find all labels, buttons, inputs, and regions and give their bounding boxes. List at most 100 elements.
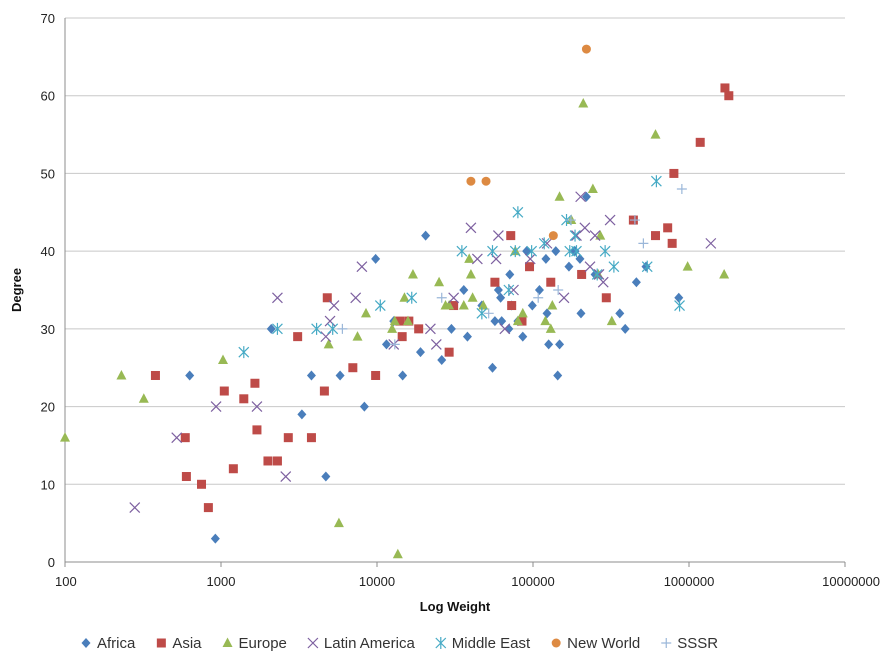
data-point-europe xyxy=(547,300,558,310)
legend-item-new-world: New World xyxy=(551,635,640,652)
data-point-africa xyxy=(534,285,544,295)
y-tick-label: 0 xyxy=(48,555,55,570)
data-point-asia xyxy=(272,456,282,466)
legend-label-europe: Europe xyxy=(239,635,287,652)
legend-label-new-world: New World xyxy=(567,635,640,652)
data-point-asia xyxy=(395,316,405,326)
data-point-asia xyxy=(203,503,213,513)
data-point-new-world xyxy=(548,231,558,241)
legend-label-latin-america: Latin America xyxy=(324,635,416,652)
data-point-africa xyxy=(335,370,345,381)
data-point-asia xyxy=(669,168,679,178)
data-point-europe xyxy=(60,432,70,442)
data-point-middle-east xyxy=(503,284,515,296)
x-tick-label: 1000000 xyxy=(664,574,715,589)
x-axis-ticks: 100 1000 10000 100000 1000000 10000000 xyxy=(55,562,880,589)
y-tick-label: 50 xyxy=(41,166,55,181)
data-point-africa xyxy=(564,261,574,272)
data-point-africa xyxy=(497,316,507,327)
data-point-middle-east xyxy=(509,245,521,258)
data-point-middle-east xyxy=(569,229,581,242)
data-point-sssr xyxy=(389,339,400,350)
y-axis-ticks: 0 10 20 30 40 50 60 70 xyxy=(41,11,55,570)
data-point-africa xyxy=(459,285,469,295)
data-point-latin-america xyxy=(705,237,717,249)
data-point-middle-east xyxy=(327,322,339,335)
data-point-africa xyxy=(542,308,552,319)
data-point-middle-east xyxy=(476,307,488,320)
data-point-europe xyxy=(444,300,455,310)
data-point-africa xyxy=(641,261,651,272)
data-point-middle-east xyxy=(599,245,611,258)
data-point-asia xyxy=(601,293,611,303)
legend-marker-europe xyxy=(222,637,233,647)
legend-marker-latin-america xyxy=(307,637,319,649)
data-point-latin-america xyxy=(171,432,183,444)
x-axis-title: Log Weight xyxy=(420,599,491,614)
data-point-africa xyxy=(581,191,591,202)
data-point-asia xyxy=(293,332,303,342)
data-point-africa xyxy=(297,409,307,420)
data-point-latin-america xyxy=(597,276,609,288)
data-point-europe xyxy=(595,230,606,240)
data-point-latin-america xyxy=(328,300,340,311)
data-point-asia xyxy=(490,277,500,287)
data-point-asia xyxy=(525,262,535,272)
data-point-sssr xyxy=(337,323,348,334)
data-point-latin-america xyxy=(272,292,283,304)
data-point-europe xyxy=(116,369,127,380)
legend-item-asia: Asia xyxy=(156,635,202,652)
data-point-africa xyxy=(359,401,369,412)
data-point-asia xyxy=(577,269,587,279)
data-point-africa xyxy=(570,246,580,257)
data-point-new-world xyxy=(466,176,476,186)
data-point-europe xyxy=(138,393,149,403)
data-point-europe xyxy=(554,191,565,201)
data-point-africa xyxy=(437,354,447,365)
data-point-middle-east xyxy=(406,291,418,304)
data-point-asia xyxy=(306,433,316,443)
data-point-africa xyxy=(615,308,625,319)
data-point-africa xyxy=(398,370,408,381)
series-middle-east xyxy=(238,175,685,359)
x-tick-label: 1000 xyxy=(207,574,236,589)
data-point-africa xyxy=(321,471,331,482)
data-points xyxy=(60,44,734,559)
data-point-asia xyxy=(319,386,329,396)
legend-marker-new-world xyxy=(551,638,561,648)
data-point-africa xyxy=(551,246,561,257)
data-point-africa xyxy=(185,370,195,381)
data-point-asia xyxy=(228,464,238,474)
data-point-europe xyxy=(512,315,523,326)
data-point-latin-america xyxy=(424,323,436,335)
data-point-asia xyxy=(720,83,730,93)
data-point-latin-america xyxy=(508,284,519,296)
data-point-asia xyxy=(449,301,459,311)
data-point-europe xyxy=(333,517,344,528)
data-point-asia xyxy=(348,363,358,373)
data-point-sssr xyxy=(553,285,564,295)
data-point-africa xyxy=(371,253,381,264)
data-point-sssr xyxy=(436,292,447,303)
data-point-latin-america xyxy=(350,292,362,304)
x-tick-label: 10000000 xyxy=(822,574,880,589)
data-point-europe xyxy=(458,300,469,310)
data-point-sssr xyxy=(533,292,544,303)
data-point-asia xyxy=(724,91,734,101)
y-axis-title: Degree xyxy=(9,268,24,312)
data-point-middle-east xyxy=(374,299,386,312)
data-point-europe xyxy=(540,315,551,326)
data-point-asia xyxy=(507,301,517,311)
data-point-africa xyxy=(462,331,472,342)
data-point-europe xyxy=(545,323,556,333)
data-point-africa xyxy=(496,292,506,303)
series-africa xyxy=(185,191,684,544)
data-point-middle-east xyxy=(526,245,538,258)
data-point-europe xyxy=(464,253,475,263)
legend-item-sssr: SSSR xyxy=(661,635,718,652)
y-tick-label: 60 xyxy=(41,89,55,104)
y-tick-label: 70 xyxy=(41,11,55,26)
data-point-latin-america xyxy=(471,253,483,265)
data-point-asia xyxy=(546,277,556,287)
data-point-europe xyxy=(650,129,661,139)
